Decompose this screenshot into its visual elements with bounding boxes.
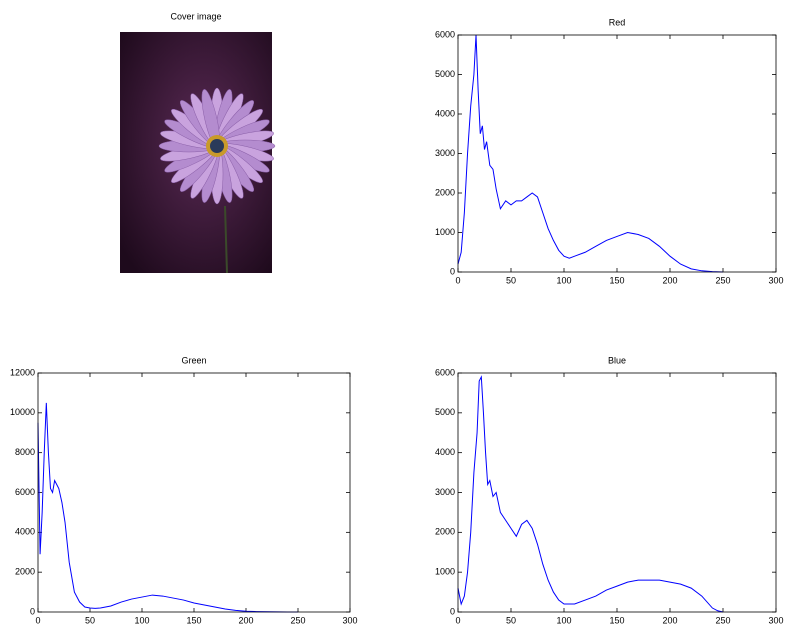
y-tick-label: 2000 [435, 527, 455, 537]
y-tick-label: 4000 [435, 447, 455, 457]
y-tick-label: 3000 [435, 487, 455, 497]
axes-frame [457, 34, 777, 273]
y-tick-label: 4000 [435, 108, 455, 118]
x-tick-label: 0 [455, 275, 460, 285]
axes-frame [457, 372, 777, 613]
x-tick-label: 300 [768, 615, 783, 625]
y-tick-label: 4000 [15, 527, 35, 537]
y-tick-label: 10000 [10, 407, 35, 417]
x-tick-label: 150 [609, 275, 624, 285]
x-tick-label: 250 [715, 275, 730, 285]
x-tick-label: 50 [506, 275, 516, 285]
y-tick-label: 1000 [435, 567, 455, 577]
y-tick-label: 5000 [435, 407, 455, 417]
y-tick-label: 0 [450, 266, 455, 276]
x-tick-label: 100 [556, 275, 571, 285]
x-tick-label: 50 [85, 615, 95, 625]
x-tick-label: 250 [715, 615, 730, 625]
flower-core [210, 139, 224, 153]
y-tick-label: 3000 [435, 148, 455, 158]
x-tick-label: 200 [238, 615, 253, 625]
x-tick-label: 150 [186, 615, 201, 625]
cover-image [120, 32, 276, 274]
x-tick-label: 0 [35, 615, 40, 625]
panel-title: Green [181, 355, 206, 365]
histogram-line [457, 34, 724, 273]
y-tick-label: 0 [450, 606, 455, 616]
y-tick-label: 2000 [435, 187, 455, 197]
x-tick-label: 50 [506, 615, 516, 625]
y-tick-label: 2000 [15, 567, 35, 577]
y-tick-label: 6000 [435, 367, 455, 377]
panel-title: Cover image [170, 11, 221, 21]
y-tick-label: 5000 [435, 69, 455, 79]
y-tick-label: 12000 [10, 367, 35, 377]
panel-title: Red [609, 17, 626, 27]
y-tick-label: 1000 [435, 227, 455, 237]
panel-title: Blue [608, 355, 626, 365]
y-tick-label: 8000 [15, 447, 35, 457]
y-tick-label: 6000 [15, 487, 35, 497]
x-tick-label: 100 [134, 615, 149, 625]
axes-frame [37, 372, 351, 613]
histogram-line [457, 375, 724, 613]
x-tick-label: 250 [290, 615, 305, 625]
histogram-line [37, 402, 298, 613]
y-tick-label: 6000 [435, 29, 455, 39]
x-tick-label: 150 [609, 615, 624, 625]
x-tick-label: 100 [556, 615, 571, 625]
x-tick-label: 0 [455, 615, 460, 625]
x-tick-label: 300 [342, 615, 357, 625]
stem [224, 205, 228, 274]
y-tick-label: 0 [30, 606, 35, 616]
x-tick-label: 200 [662, 615, 677, 625]
x-tick-label: 200 [662, 275, 677, 285]
x-tick-label: 300 [768, 275, 783, 285]
